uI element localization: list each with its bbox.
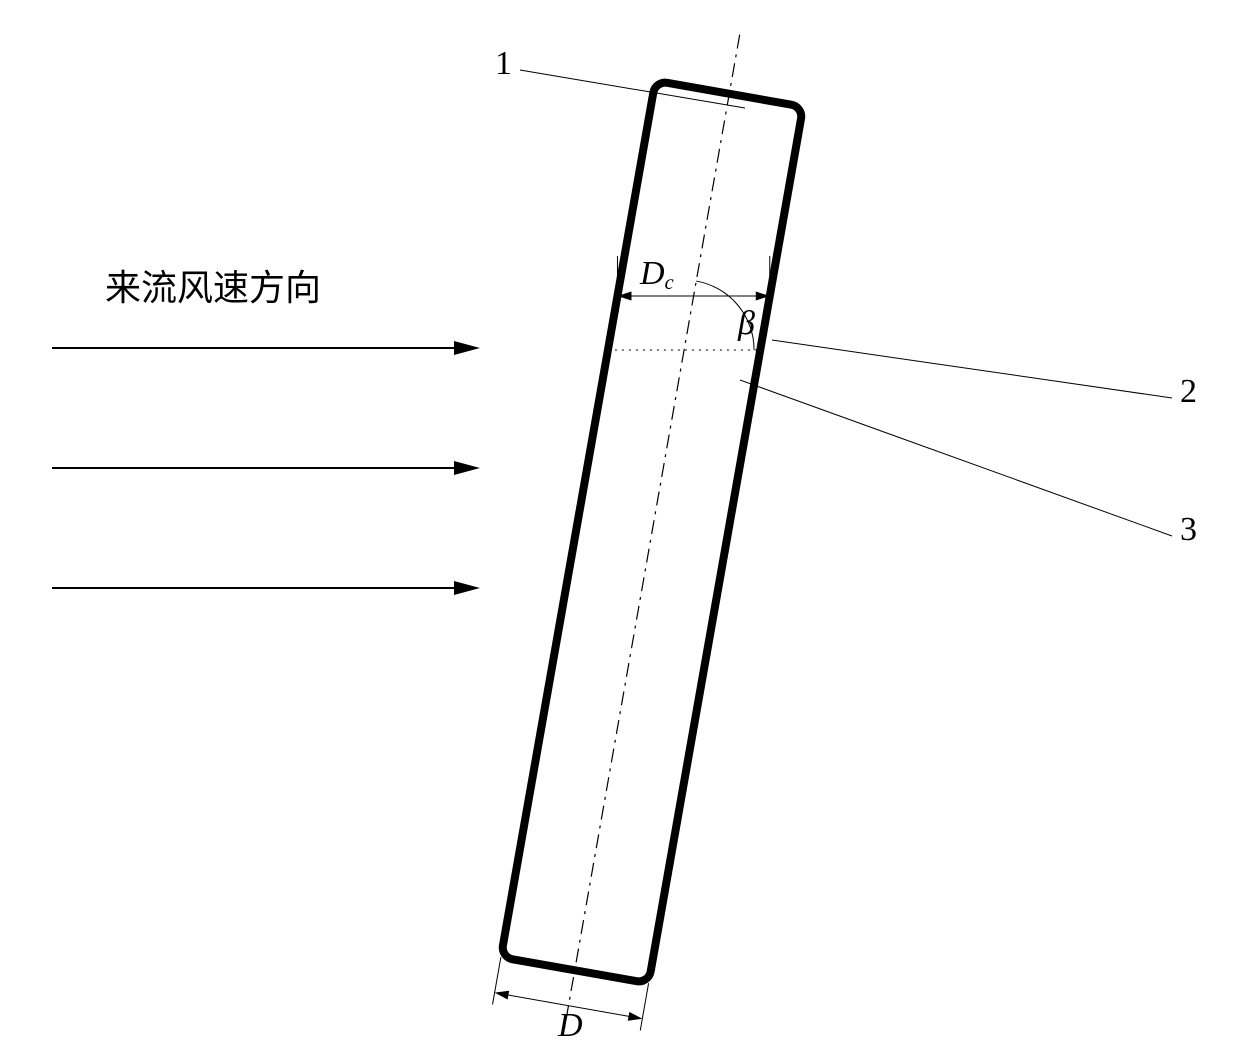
callout-2: 2 — [772, 340, 1197, 410]
callout-label-1: 1 — [495, 45, 512, 82]
label-d: D — [557, 1007, 583, 1042]
flow-arrow-1 — [52, 461, 480, 475]
callout-3: 3 — [740, 380, 1197, 548]
callout-label-3: 3 — [1180, 511, 1197, 548]
label-beta: β — [737, 305, 755, 342]
callout-label-2: 2 — [1180, 373, 1197, 410]
flow-arrow-2 — [52, 581, 480, 595]
flow-title: 来流风速方向 — [105, 268, 321, 308]
flow-arrow-0 — [52, 341, 480, 355]
